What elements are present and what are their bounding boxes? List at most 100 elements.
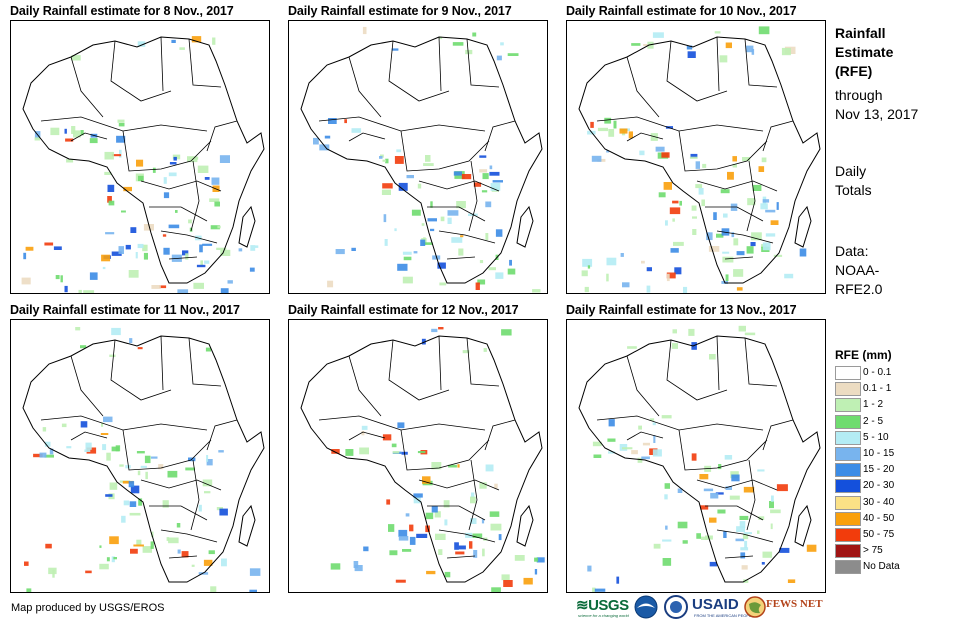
- country-border: [678, 130, 768, 172]
- country-border: [484, 419, 516, 451]
- country-border: [744, 337, 778, 387]
- rain-cell: [481, 519, 485, 524]
- country-border: [762, 120, 794, 152]
- rain-cell: [716, 233, 724, 238]
- rain-cell: [448, 464, 457, 468]
- rainfall-map: [10, 319, 270, 593]
- rain-cell: [55, 275, 60, 280]
- country-border: [122, 130, 212, 172]
- rain-cell: [475, 282, 480, 290]
- rain-cell: [129, 512, 141, 516]
- rain-cell: [327, 280, 334, 288]
- rain-cell: [507, 268, 516, 275]
- country-border: [678, 429, 768, 471]
- rain-cell: [220, 249, 231, 256]
- rain-cell: [196, 264, 206, 268]
- rain-cell: [620, 253, 624, 257]
- country-border: [190, 459, 200, 531]
- rain-cell: [490, 523, 502, 531]
- legend-swatch: [835, 560, 861, 575]
- rain-cell: [762, 242, 771, 251]
- rain-cell: [736, 287, 743, 291]
- rain-cell: [102, 266, 106, 270]
- rain-cell: [731, 232, 735, 238]
- country-border: [400, 429, 490, 471]
- rain-cell: [136, 451, 145, 454]
- rain-cell: [80, 345, 87, 349]
- rain-cell: [64, 128, 67, 134]
- rain-cell: [168, 224, 180, 229]
- rain-cell: [431, 506, 438, 513]
- rain-cell: [109, 536, 119, 545]
- rain-cell: [227, 280, 233, 284]
- rain-cell: [784, 273, 794, 279]
- rain-cell: [739, 521, 746, 529]
- rain-cell: [534, 557, 538, 562]
- rain-cell: [406, 175, 414, 179]
- legend-label: 40 - 50: [863, 512, 895, 524]
- rain-cell: [482, 173, 489, 180]
- rain-cell: [758, 26, 770, 35]
- rain-cell: [211, 177, 220, 185]
- rain-cell: [204, 491, 211, 494]
- rain-cell: [688, 328, 695, 336]
- rainfall-patches: [313, 26, 541, 293]
- rain-cell: [430, 201, 433, 208]
- map-panel-nov-11: Daily Rainfall estimate for 11 Nov., 201…: [10, 303, 272, 595]
- country-border: [666, 40, 728, 102]
- data-line: RFE2.0: [835, 281, 883, 297]
- africa-map-svg: [300, 26, 543, 293]
- country-border: [348, 431, 386, 441]
- fews-net-logo: FEWS NET: [766, 598, 823, 610]
- rain-cell: [181, 551, 189, 558]
- rain-cell: [604, 117, 612, 124]
- legend-swatch: [835, 398, 861, 413]
- rain-cell: [382, 434, 392, 441]
- rain-cell: [631, 450, 638, 455]
- rain-cell: [381, 189, 391, 195]
- rain-cell: [119, 149, 122, 158]
- country-border: [206, 120, 238, 152]
- legend-label: 5 - 10: [863, 431, 889, 443]
- rain-cell: [655, 146, 665, 152]
- rain-cell: [799, 248, 807, 257]
- rain-cell: [457, 464, 460, 468]
- coastline: [578, 36, 821, 284]
- rain-cell: [701, 199, 705, 207]
- rain-cell: [167, 470, 178, 478]
- rain-cell: [123, 500, 130, 506]
- rain-cell: [143, 252, 148, 260]
- legend-swatch: [835, 382, 861, 397]
- coastline: [300, 36, 543, 284]
- country-border: [70, 132, 108, 142]
- rain-cell: [78, 289, 82, 293]
- usgs-logo-text: USGS: [588, 597, 629, 614]
- rain-cell: [597, 127, 608, 132]
- rain-cell: [739, 515, 749, 520]
- rain-cell: [103, 416, 113, 423]
- rain-cell: [485, 233, 489, 241]
- rain-cell: [392, 451, 400, 454]
- rain-cell: [391, 443, 397, 448]
- legend-swatch: [835, 495, 861, 510]
- country-border: [400, 130, 490, 172]
- rain-cell: [64, 285, 68, 293]
- map-panel-nov-08: Daily Rainfall estimate for 8 Nov., 2017: [10, 4, 272, 296]
- rain-cell: [594, 588, 606, 592]
- rain-cell: [198, 504, 202, 512]
- rain-cell: [720, 189, 730, 194]
- coastline: [22, 335, 265, 583]
- rain-cell: [49, 448, 54, 455]
- rain-cell: [706, 232, 713, 241]
- rain-cell: [447, 217, 452, 224]
- rain-cell: [163, 177, 167, 184]
- rain-cell: [100, 433, 109, 435]
- rain-cell: [738, 325, 746, 332]
- country-border: [149, 206, 208, 222]
- rain-cell: [765, 233, 776, 237]
- rain-cell: [776, 202, 779, 210]
- map-panel-nov-09: Daily Rainfall estimate for 9 Nov., 2017: [288, 4, 550, 296]
- country-border: [418, 180, 500, 192]
- rain-cell: [187, 156, 198, 163]
- rain-cell: [129, 501, 137, 507]
